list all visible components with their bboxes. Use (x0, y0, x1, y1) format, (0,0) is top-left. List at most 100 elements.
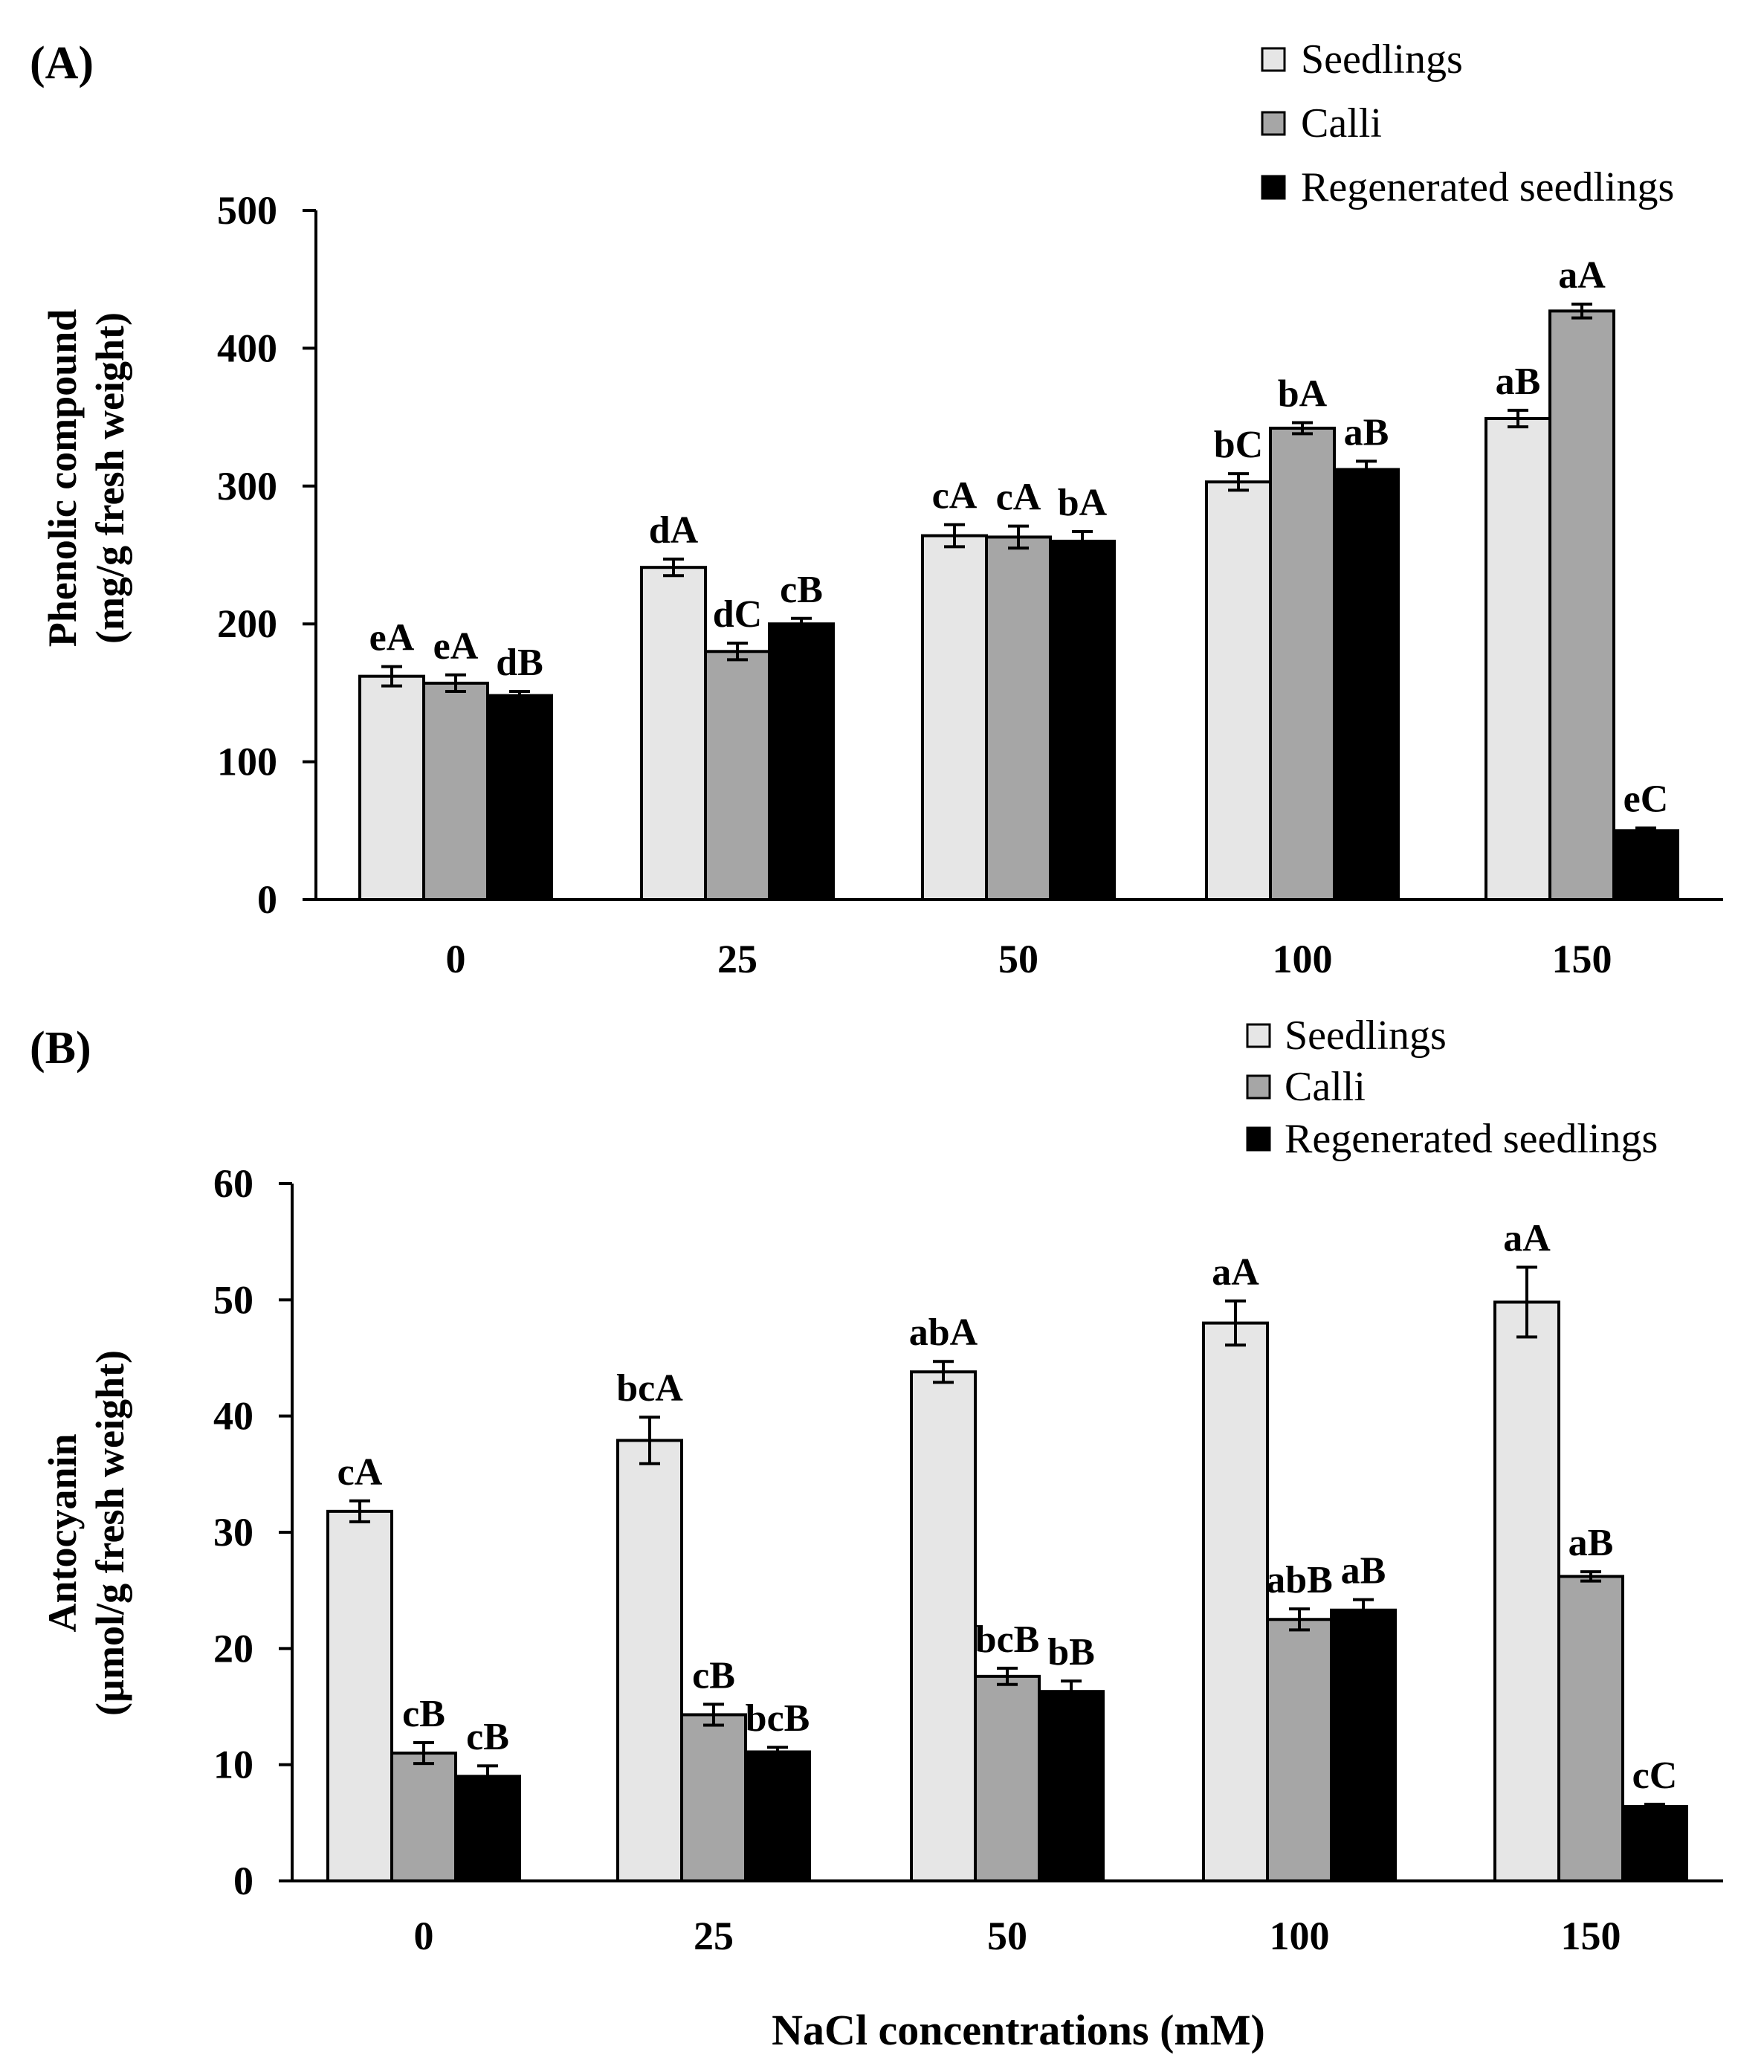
legend: Seedlings Calli Regenerated seedlings (1261, 36, 1674, 210)
panel-label: (A) (30, 38, 94, 88)
significance-label: aB (1568, 1522, 1614, 1564)
y-tick-label: 500 (217, 188, 277, 233)
significance-label: dB (496, 642, 543, 684)
significance-label: cB (466, 1716, 509, 1758)
significance-label: aA (1558, 254, 1606, 297)
significance-label: aB (1341, 1550, 1386, 1592)
legend-label-seedlings: Seedlings (1301, 36, 1463, 83)
significance-label: cA (996, 477, 1041, 519)
bar-seedlings (1202, 1321, 1269, 1882)
y-axis-title: Antocyanin (µmol/g fresh weight) (40, 1350, 132, 1716)
y-axis-title-line1: Phenolic compound (40, 309, 85, 648)
legend-swatch-seedlings (1261, 47, 1286, 72)
y-tick-label: 300 (217, 464, 277, 509)
legend-swatch-seedlings (1246, 1023, 1271, 1048)
x-tick-label: 25 (717, 937, 757, 981)
bar-calli (1548, 309, 1615, 902)
legend-label-regenerated: Regenerated seedlings (1301, 164, 1674, 210)
bar-regenerated (768, 622, 835, 901)
y-tick-label: 40 (213, 1394, 253, 1439)
significance-label: bA (1058, 482, 1108, 524)
y-tick-label: 400 (217, 326, 277, 370)
bar-calli (985, 535, 1052, 901)
significance-label: eC (1624, 778, 1669, 821)
legend-label-regenerated: Regenerated seedlings (1285, 1116, 1658, 1162)
legend-label-seedlings: Seedlings (1285, 1013, 1447, 1059)
significance-label: dC (713, 593, 762, 636)
bar-regenerated (744, 1750, 811, 1882)
bar-regenerated (1333, 468, 1400, 901)
bar-regenerated (454, 1775, 521, 1883)
y-tick-label: 10 (213, 1743, 253, 1787)
x-tick-label: 100 (1273, 937, 1333, 981)
y-axis-title-line2: (mg/g fresh weight) (88, 312, 132, 644)
significance-label: abB (1266, 1559, 1333, 1601)
x-tick-label: 150 (1552, 937, 1612, 981)
x-axis-title: NaCl concentrations (mM) (772, 2006, 1265, 2054)
significance-label: eA (369, 617, 415, 659)
panel-a: (A) Phenolic compound (mg/g fresh weight) 0… (30, 36, 1723, 981)
bar-seedlings (326, 1509, 393, 1882)
bar-regenerated (1049, 539, 1116, 902)
significance-label: bB (1047, 1631, 1095, 1674)
bar-regenerated (1612, 829, 1679, 902)
significance-label: bA (1278, 373, 1328, 416)
bar-seedlings (1205, 480, 1272, 901)
y-axis-title-line2: (µmol/g fresh weight) (88, 1350, 132, 1716)
legend-label-calli: Calli (1285, 1064, 1366, 1110)
bar-calli (390, 1752, 457, 1883)
significance-label: aB (1496, 361, 1541, 403)
x-tick-label: 100 (1270, 1914, 1330, 1958)
significance-label: cB (780, 569, 823, 611)
bar-seedlings (640, 566, 707, 901)
legend: Seedlings Calli Regenerated seedlings (1246, 1013, 1658, 1162)
y-axis-title: Phenolic compound (mg/g fresh weight) (40, 309, 132, 648)
significance-label: aA (1503, 1218, 1551, 1260)
significance-label: abA (909, 1311, 978, 1354)
panel-b: (B) Antocyanin (µmol/g fresh weight) 0 10 20 3… (30, 1013, 1723, 2054)
y-tick-label: 0 (233, 1859, 253, 1903)
x-tick-label: 0 (446, 937, 466, 981)
bar-regenerated (486, 694, 553, 901)
bar-calli (704, 650, 771, 902)
bar-calli (974, 1674, 1041, 1882)
significance-label: bcA (616, 1367, 683, 1410)
bar-calli (680, 1713, 747, 1883)
significance-label: dA (649, 509, 699, 552)
significance-label: cB (402, 1693, 445, 1735)
significance-label: cA (932, 475, 978, 517)
significance-label: cB (692, 1654, 735, 1697)
bar-regenerated (1621, 1804, 1688, 1883)
significance-label: eA (433, 625, 479, 668)
y-tick-label: 100 (217, 740, 277, 784)
significance-label: aB (1344, 411, 1389, 454)
significance-label: cA (337, 1451, 383, 1494)
significance-label: bcB (746, 1697, 810, 1740)
bar-calli (1557, 1575, 1624, 1883)
y-tick-label: 60 (213, 1161, 253, 1206)
bar-regenerated (1330, 1608, 1397, 1883)
bar-seedlings (616, 1439, 683, 1883)
bar-seedlings (358, 674, 425, 901)
legend-label-calli: Calli (1301, 100, 1382, 146)
significance-label: bcB (975, 1618, 1040, 1661)
panel-label: (B) (30, 1023, 91, 1074)
x-tick-label: 50 (998, 937, 1038, 981)
significance-label: bC (1214, 424, 1263, 466)
x-tick-label: 50 (987, 1914, 1027, 1958)
y-tick-label: 50 (213, 1277, 253, 1322)
y-axis-title-line1: Antocyanin (40, 1433, 85, 1632)
y-tick-label: 200 (217, 601, 277, 646)
x-tick-label: 0 (414, 1914, 434, 1958)
bar-seedlings (910, 1370, 977, 1882)
y-tick-label: 0 (257, 877, 277, 922)
y-tick-label: 20 (213, 1626, 253, 1671)
bar-calli (422, 681, 489, 901)
x-tick-label: 150 (1561, 1914, 1621, 1958)
legend-swatch-regenerated (1246, 1126, 1271, 1152)
bar-calli (1266, 1618, 1333, 1882)
significance-label: cC (1632, 1755, 1678, 1797)
legend-swatch-regenerated (1261, 175, 1286, 200)
